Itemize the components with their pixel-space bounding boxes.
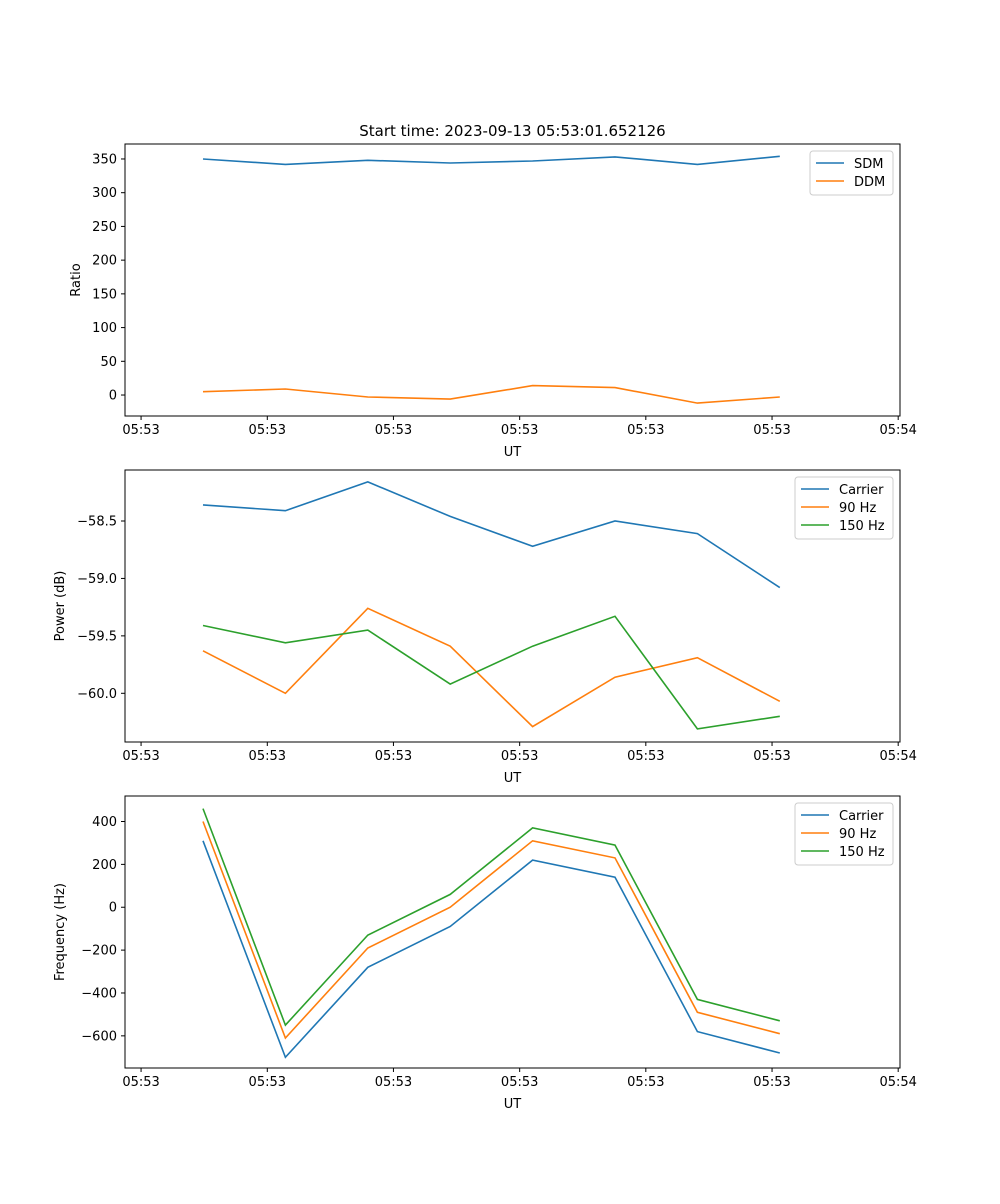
subplot-3: 05:53 05:53 05:53 05:53 05:53 05:53 05:54 400 20… <box>53 795 917 1112</box>
y-tick-label: 50 <box>100 355 117 370</box>
y-tick-label: −59.0 <box>77 572 117 587</box>
y-axis-label: Frequency (Hz) <box>53 883 68 981</box>
x-tick-label: 05:53 <box>122 423 159 438</box>
legend-label: 90 Hz <box>839 827 876 842</box>
y-tick-label: 350 <box>92 152 117 167</box>
y-tick-label: 200 <box>92 858 117 873</box>
y-tick-label: 100 <box>92 321 117 336</box>
x-tick-label: 05:53 <box>249 1075 286 1090</box>
series-line-150-hz <box>202 808 781 1027</box>
x-tick-label: 05:53 <box>501 749 538 764</box>
x-tick-label: 05:53 <box>753 1075 790 1090</box>
y-tick-label: −59.5 <box>77 629 117 644</box>
axes-frame <box>124 143 901 417</box>
y-tick-label: 200 <box>92 254 117 269</box>
legend-box <box>794 476 894 540</box>
x-tick-label: 05:53 <box>249 749 286 764</box>
subplot-2: 05:53 05:53 05:53 05:53 05:53 05:53 05:54 −58.5… <box>53 469 917 786</box>
y-tick-label: 0 <box>109 389 117 404</box>
legend-box <box>809 150 894 196</box>
legend-box <box>794 802 894 866</box>
x-tick-label: 05:53 <box>753 423 790 438</box>
x-tick-label: 05:53 <box>501 1075 538 1090</box>
legend-label: Carrier <box>839 483 884 498</box>
x-tick-label: 05:53 <box>122 749 159 764</box>
legend-label: 150 Hz <box>839 519 885 534</box>
series-line-carrier <box>202 481 781 589</box>
subplot-1: Start time: 2023-09-13 05:53:01.65212605… <box>69 122 917 460</box>
y-tick-label: 250 <box>92 220 117 235</box>
x-axis-label: UT <box>504 771 522 786</box>
x-axis-label: UT <box>504 1097 522 1112</box>
series-line-ddm <box>202 384 780 404</box>
y-tick-label: 0 <box>109 901 117 916</box>
axes-frame <box>124 795 901 1069</box>
y-tick-label: −600 <box>81 1029 117 1044</box>
x-tick-label: 05:54 <box>879 749 916 764</box>
y-axis-label: Ratio <box>69 263 84 296</box>
legend-label: 90 Hz <box>839 501 876 516</box>
x-tick-label: 05:53 <box>375 423 412 438</box>
x-tick-label: 05:53 <box>501 423 538 438</box>
series-line-150-hz <box>202 615 780 730</box>
legend: Carrier 90 Hz 150 Hz <box>794 476 894 540</box>
x-tick-label: 05:53 <box>249 423 286 438</box>
chart-title: Start time: 2023-09-13 05:53:01.652126 <box>359 122 665 140</box>
legend-label: Carrier <box>839 809 884 824</box>
series-line-carrier <box>202 840 781 1059</box>
x-tick-label: 05:53 <box>122 1075 159 1090</box>
legend: SDM DDM <box>809 150 894 196</box>
series-line-sdm <box>202 155 780 166</box>
x-tick-label: 05:53 <box>375 749 412 764</box>
series-line-90-hz <box>202 821 781 1040</box>
legend-label: 150 Hz <box>839 845 885 860</box>
y-tick-label: −58.5 <box>77 515 117 530</box>
x-tick-label: 05:53 <box>375 1075 412 1090</box>
legend: Carrier 90 Hz 150 Hz <box>794 802 894 866</box>
x-axis-label: UT <box>504 445 522 460</box>
y-tick-label: 400 <box>92 815 117 830</box>
axes-frame <box>124 469 901 743</box>
legend-label: SDM <box>854 157 883 172</box>
x-tick-label: 05:53 <box>627 749 664 764</box>
y-tick-label: −400 <box>81 986 117 1001</box>
series-line-90-hz <box>202 607 781 728</box>
x-tick-label: 05:53 <box>627 1075 664 1090</box>
y-axis-label: Power (dB) <box>53 571 68 642</box>
y-tick-label: −60.0 <box>77 687 117 702</box>
legend-label: DDM <box>854 175 885 190</box>
x-tick-label: 05:53 <box>753 749 790 764</box>
x-tick-label: 05:54 <box>879 1075 916 1090</box>
x-tick-label: 05:53 <box>627 423 664 438</box>
x-tick-label: 05:54 <box>879 423 916 438</box>
y-tick-label: 150 <box>92 287 117 302</box>
y-tick-label: −200 <box>81 944 117 959</box>
y-tick-label: 300 <box>92 186 117 201</box>
